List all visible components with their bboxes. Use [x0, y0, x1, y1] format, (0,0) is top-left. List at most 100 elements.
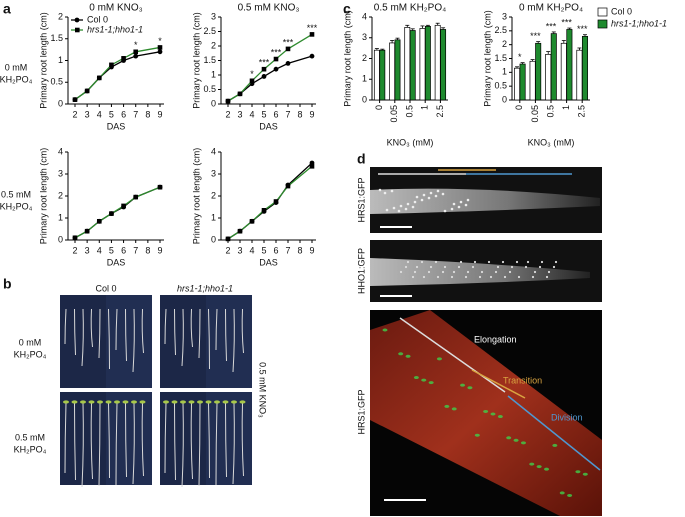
cotyledon	[239, 400, 246, 404]
x-tick-label: 6	[273, 245, 278, 255]
y-tick-label: 1.5	[203, 55, 216, 65]
x-tick-label: 5	[261, 109, 266, 119]
x-tick-label: 8	[297, 109, 302, 119]
nucleus	[582, 472, 588, 476]
y-tick-label: 0	[211, 234, 216, 244]
seedling	[164, 308, 167, 345]
bar	[389, 42, 396, 101]
nucleus	[478, 275, 482, 279]
nucleus	[444, 404, 450, 408]
nucleus	[544, 467, 550, 471]
nucleus	[422, 193, 426, 197]
legend-swatch	[597, 7, 608, 17]
annotation: *	[518, 52, 522, 62]
seedling	[225, 308, 227, 362]
nucleus	[441, 270, 445, 274]
seedling	[164, 402, 167, 474]
zone-label: Elongation	[474, 334, 517, 344]
seedling	[215, 308, 218, 351]
nucleus	[466, 270, 470, 274]
legend-marker	[74, 17, 80, 23]
bar	[514, 67, 521, 101]
marker	[261, 208, 267, 213]
seedling	[241, 402, 244, 477]
seedling	[232, 402, 235, 485]
x-tick-label: 8	[145, 245, 150, 255]
nucleus	[533, 270, 537, 274]
seedling	[198, 308, 201, 359]
photo-shade	[106, 295, 152, 388]
seedling	[81, 308, 84, 367]
nucleus	[452, 270, 456, 274]
cotyledon	[122, 400, 129, 404]
y-tick-label: 3	[502, 11, 507, 21]
marker	[96, 75, 102, 81]
seedling-photos	[60, 295, 252, 488]
y-axis-label: Primary root length (cm)	[38, 148, 48, 245]
marker	[133, 194, 139, 200]
nucleus	[496, 265, 500, 269]
y-tick-label: 0	[58, 98, 63, 108]
x-tick-label: 0	[374, 105, 384, 110]
nucleus	[508, 270, 512, 274]
bar	[379, 49, 386, 101]
nucleus	[494, 270, 498, 274]
row-label: KH₂PO₄	[0, 201, 33, 211]
cotyledon	[71, 400, 78, 404]
marker	[133, 49, 139, 55]
seedling	[208, 308, 210, 370]
seedling	[181, 402, 184, 488]
nucleus	[520, 441, 526, 445]
y-tick-label: 0	[502, 94, 507, 104]
x-tick-label: 4	[97, 109, 102, 119]
marker	[133, 53, 139, 59]
nucleus	[510, 265, 514, 269]
x-tick-label: 3	[85, 109, 90, 119]
bar	[529, 60, 536, 101]
y-tick-label: 0.5	[494, 81, 507, 91]
nucleus	[567, 493, 573, 497]
chart-title: 0 mM KNO₃	[89, 3, 143, 14]
photo-shade	[106, 392, 152, 485]
nucleus	[460, 383, 466, 387]
x-tick-label: 7	[133, 245, 138, 255]
nucleus	[428, 381, 434, 385]
panel-label: a	[3, 1, 11, 17]
cotyledon	[197, 400, 203, 404]
seedling	[115, 308, 118, 351]
marker	[157, 45, 163, 50]
nucleus	[404, 207, 408, 211]
bar	[545, 53, 552, 101]
row-label: KH₂PO₄	[14, 349, 47, 359]
nucleus	[427, 196, 431, 200]
bar	[373, 49, 380, 101]
annotation: *	[250, 69, 254, 79]
cotyledon	[214, 400, 220, 404]
x-tick-label: 9	[309, 245, 314, 255]
seedling	[108, 308, 110, 370]
marker	[285, 183, 291, 189]
seedling	[208, 402, 210, 479]
y-tick-label: 4	[362, 11, 367, 21]
marker	[157, 184, 163, 190]
y-axis-label: Primary root length (cm)	[482, 10, 492, 107]
annotation: *	[158, 36, 162, 46]
nucleus	[517, 275, 521, 279]
marker	[225, 98, 231, 104]
nucleus	[413, 200, 417, 204]
panel-label: b	[3, 276, 12, 292]
row-label: 0.5 mM	[1, 189, 31, 199]
x-tick-label: 2.5	[435, 105, 445, 118]
x-axis-label: DAS	[259, 121, 278, 131]
nucleus	[378, 188, 382, 192]
nucleus	[427, 270, 431, 274]
legend-label: hrs1-1;hho1-1	[87, 24, 143, 34]
x-tick-label: 5	[261, 245, 266, 255]
nucleus	[540, 260, 544, 264]
x-tick-label: 5	[109, 109, 114, 119]
seedling	[198, 402, 201, 487]
seedling	[132, 402, 135, 485]
nucleus	[473, 260, 477, 264]
nuclei	[378, 188, 588, 497]
